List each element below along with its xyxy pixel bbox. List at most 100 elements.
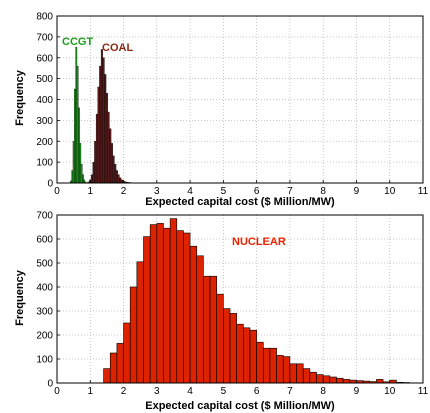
x-tick-label: 1 [87,386,93,397]
x-tick-label: 8 [320,186,326,197]
histogram-bar-nuclear [156,223,164,384]
histogram-bar-nuclear [269,347,277,384]
histogram-bar-nuclear [169,218,178,384]
y-tick-label: 300 [36,307,53,318]
y-tick-label: 100 [36,355,53,366]
series-label-nuclear: NUCLEAR [232,236,286,248]
x-tick-label: 9 [354,186,360,197]
histogram-bar-nuclear [123,322,131,384]
histogram-bar-ccgt [76,65,79,184]
x-tick-label: 3 [154,186,160,197]
x-tick-label: 2 [121,386,127,397]
histogram-bar-nuclear [196,255,204,384]
nuclear-histogram-panel: 0 1 2 3 4 5 6 7 8 9 10 11 0 100 200 300 400 500 600 700 NU… [14,211,429,413]
x-tick-label: 10 [384,186,396,197]
plot-frame [56,214,424,384]
histogram-bar-ccgt [72,141,75,184]
x-tick-label: 5 [221,186,227,197]
x-axis-ticks: 0 1 2 3 4 5 6 7 8 9 10 11 [54,180,429,197]
y-tick-label: 600 [36,235,53,246]
x-tick-label: 10 [384,386,396,397]
histogram-bar-nuclear [309,371,317,384]
x-tick-label: 6 [254,386,260,397]
y-tick-label: 500 [36,74,53,85]
histogram-bar-coal [97,86,100,184]
y-axis-label: Frequency [14,269,26,326]
histogram-bar-nuclear [176,230,184,384]
series-label-ccgt: CCGT [62,36,93,48]
histogram-bar-nuclear [342,379,351,384]
histogram-bar-ccgt [82,174,84,184]
histogram-bar-nuclear [262,347,271,384]
histogram-bar-ccgt [71,170,74,184]
x-tick-label: 7 [287,186,293,197]
histogram-bar-coal [114,164,117,184]
histogram-bar-nuclear [296,363,304,384]
y-tick-label: 400 [36,95,53,106]
histogram-bar-ccgt [80,164,83,184]
histogram-bar-nuclear [163,227,171,384]
histogram-bar-coal [112,155,115,184]
bars [103,218,410,384]
x-tick-label: 11 [418,386,429,397]
histogram-bar-nuclear [316,374,324,384]
histogram-bar-coal [105,93,108,184]
x-tick-label: 2 [121,186,127,197]
histogram-bar-nuclear [129,286,138,384]
y-axis-ticks: 0 100 200 300 400 500 600 700 [36,211,60,390]
histogram-bar-coal [100,49,103,184]
plot-frame [56,15,424,184]
histogram-bar-coal [117,174,120,184]
histogram-bar-nuclear [209,275,218,384]
y-tick-label: 700 [36,32,53,43]
histogram-bar-nuclear [103,368,111,384]
histogram-bar-nuclear [243,327,251,384]
y-tick-label: 200 [36,331,53,342]
histogram-bar-nuclear [256,341,264,384]
y-axis-label: Frequency [14,69,26,126]
y-tick-label: 100 [36,158,53,169]
x-tick-label: 0 [54,186,60,197]
histogram-bar-nuclear [302,368,311,384]
x-axis-label: Expected capital cost ($ Million/MW) [145,400,335,412]
x-tick-label: 5 [221,386,227,397]
series-label-coal: COAL [102,42,133,54]
histogram-bar-ccgt [74,88,76,184]
histogram-bar-coal [99,65,102,184]
histogram-bar-nuclear [189,245,198,384]
histogram-bar-coal [94,141,97,184]
histogram-bar-nuclear [149,224,158,384]
histogram-bar-nuclear [116,343,124,384]
histogram-bar-ccgt [75,47,78,184]
y-axis-ticks: 0 100 200 300 400 500 600 700 800 [36,12,60,190]
x-axis-ticks: 0 1 2 3 4 5 6 7 8 9 10 11 [54,380,429,397]
histogram-bar-nuclear [276,355,284,384]
x-tick-label: 8 [320,386,326,397]
histogram-bar-coal [102,57,105,184]
y-tick-label: 400 [36,283,53,294]
histogram-bar-nuclear [289,363,297,384]
histogram-bar-nuclear [236,323,244,384]
y-tick-label: 500 [36,259,53,270]
histogram-bar-coal [104,74,107,184]
histogram-bar-nuclear [216,293,224,384]
histogram-bar-coal [119,177,122,184]
histogram-bar-nuclear [136,261,144,384]
x-axis-label: Expected capital cost ($ Million/MW) [145,196,335,208]
x-tick-label: 1 [87,186,93,197]
bars [70,47,132,184]
x-tick-label: 9 [354,386,360,397]
histogram-bar-nuclear [229,313,237,384]
histogram-bar-coal [107,111,110,184]
histogram-bar-coal [110,143,113,184]
x-tick-label: 7 [287,386,293,397]
histogram-bar-coal [92,161,95,184]
histogram-bar-nuclear [109,352,118,384]
histogram-bar-ccgt [78,107,80,184]
histogram-bar-nuclear [203,275,211,384]
x-tick-label: 4 [187,186,193,197]
x-tick-label: 3 [154,386,160,397]
histogram-bar-ccgt [79,143,82,184]
y-tick-label: 200 [36,137,53,148]
